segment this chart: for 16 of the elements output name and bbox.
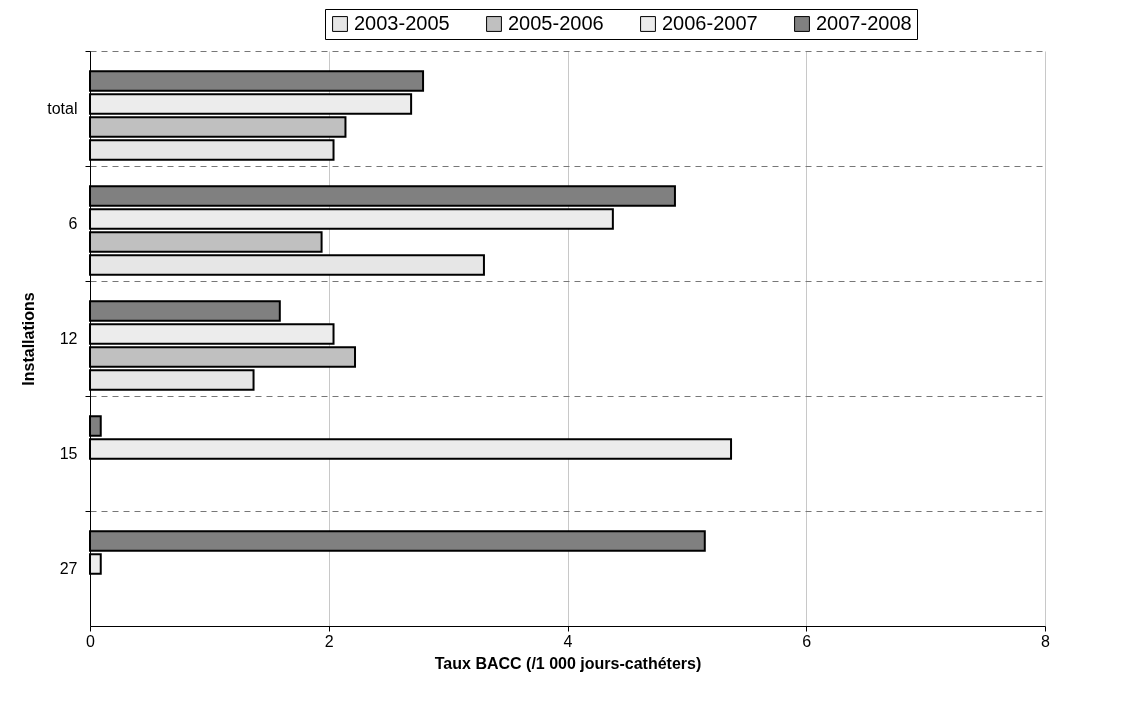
y-axis-title: Installations: [20, 292, 38, 386]
x-tick-label: 2: [324, 632, 334, 650]
legend-label: 2007-2008: [816, 12, 912, 34]
x-tick-label: 6: [802, 632, 812, 650]
y-tick-label: 6: [68, 214, 78, 232]
y-tick-label: 12: [59, 329, 78, 347]
x-axis-title: Taux BACC (/1 000 jours-cathéters): [434, 654, 702, 672]
legend-label: 2003-2005: [354, 12, 450, 34]
x-tick-label: 4: [563, 632, 573, 650]
legend-label: 2006-2007: [662, 12, 758, 34]
legend-label: 2005-2006: [508, 12, 604, 34]
y-tick-label: 27: [59, 559, 78, 577]
x-tick-label: 8: [1041, 632, 1051, 650]
x-tick-label: 0: [86, 632, 96, 650]
y-tick-label: 15: [59, 444, 78, 462]
y-tick-label: total: [47, 99, 78, 117]
